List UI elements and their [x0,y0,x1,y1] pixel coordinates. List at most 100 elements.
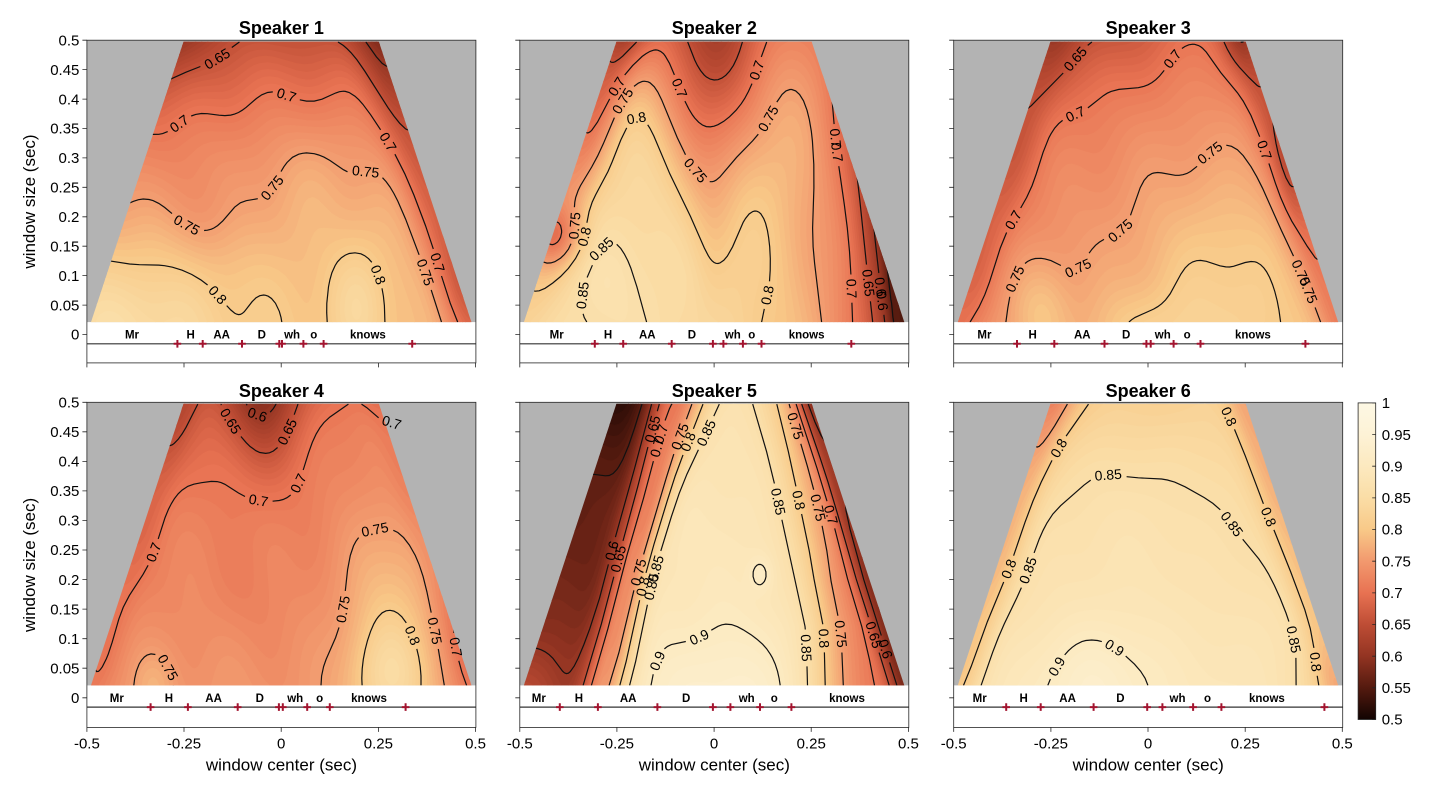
svg-text:-0.25: -0.25 [167,735,201,752]
svg-text:0.25: 0.25 [1231,735,1260,752]
svg-text:0.7: 0.7 [248,491,270,510]
svg-text:0.5: 0.5 [898,735,919,752]
svg-text:0.85: 0.85 [1283,625,1304,655]
svg-text:H: H [1028,330,1036,342]
svg-text:0.65: 0.65 [641,414,663,445]
svg-text:0.85: 0.85 [768,487,789,517]
svg-text:0.7: 0.7 [827,128,845,149]
svg-text:0.3: 0.3 [59,513,80,530]
svg-text:0.55: 0.55 [1382,680,1411,697]
svg-text:o: o [771,693,778,705]
svg-text:Mr: Mr [977,330,992,342]
svg-text:0: 0 [71,690,79,707]
svg-text:0.6: 0.6 [246,404,270,426]
svg-text:-0.5: -0.5 [507,735,533,752]
svg-text:D: D [258,330,266,342]
svg-text:-0.25: -0.25 [600,735,634,752]
svg-text:0.8: 0.8 [789,489,809,512]
svg-text:Speaker 5: Speaker 5 [672,381,757,401]
svg-text:0.8: 0.8 [1258,505,1280,529]
svg-text:0.85: 0.85 [640,571,662,601]
svg-text:AA: AA [213,330,230,342]
svg-text:H: H [165,693,173,705]
svg-text:0.05: 0.05 [50,297,79,314]
svg-text:o: o [1204,693,1211,705]
svg-text:D: D [256,693,264,705]
svg-text:0.5: 0.5 [465,735,486,752]
svg-text:0: 0 [277,735,285,752]
svg-text:D: D [1116,693,1124,705]
svg-text:AA: AA [1074,330,1091,342]
svg-text:0.95: 0.95 [1382,427,1411,444]
svg-text:window size (sec): window size (sec) [20,134,39,269]
svg-text:knows: knows [1249,693,1285,705]
svg-text:0.35: 0.35 [50,121,79,138]
svg-text:0.75: 0.75 [832,620,851,649]
svg-text:0.75: 0.75 [333,594,353,624]
svg-text:0.75: 0.75 [807,493,829,523]
svg-text:0.7: 0.7 [650,422,671,445]
svg-text:0.15: 0.15 [50,601,79,618]
svg-text:0.05: 0.05 [50,661,79,678]
svg-text:0.3: 0.3 [59,150,80,167]
svg-text:H: H [187,330,195,342]
svg-text:0: 0 [71,327,79,344]
svg-text:Speaker 2: Speaker 2 [672,18,757,38]
svg-text:Mr: Mr [125,330,140,342]
svg-text:0.7: 0.7 [647,436,668,459]
svg-text:Mr: Mr [532,693,547,705]
svg-text:0.5: 0.5 [1382,712,1403,729]
svg-text:0.75: 0.75 [351,162,380,181]
svg-text:0.8: 0.8 [677,430,699,454]
svg-text:0.8: 0.8 [816,628,833,648]
svg-text:wh: wh [286,693,303,705]
svg-text:0.6: 0.6 [873,290,891,311]
svg-text:0.75: 0.75 [1382,553,1411,570]
svg-text:Speaker 6: Speaker 6 [1106,381,1191,401]
svg-text:0.15: 0.15 [50,238,79,255]
svg-text:H: H [604,330,612,342]
svg-text:0.5: 0.5 [59,32,80,49]
svg-text:Speaker 1: Speaker 1 [239,18,324,38]
svg-text:0.9: 0.9 [687,626,712,649]
svg-text:0.4: 0.4 [59,454,80,471]
svg-text:window center (sec): window center (sec) [638,755,790,774]
svg-text:D: D [688,330,696,342]
svg-text:0.9: 0.9 [646,649,668,673]
svg-text:0.25: 0.25 [797,735,826,752]
svg-text:0.8: 0.8 [998,557,1020,581]
svg-text:AA: AA [620,693,637,705]
svg-text:0.1: 0.1 [59,631,80,648]
svg-text:wh: wh [283,330,300,342]
svg-text:1: 1 [1382,395,1390,412]
svg-text:0.5: 0.5 [1332,735,1353,752]
svg-text:0.4: 0.4 [59,91,80,108]
svg-text:0.8: 0.8 [625,108,647,127]
svg-text:0.75: 0.75 [360,519,390,540]
svg-text:0.1: 0.1 [59,268,80,285]
svg-text:0.7: 0.7 [843,279,860,299]
svg-text:0.6: 0.6 [875,637,896,660]
svg-text:0.85: 0.85 [573,281,592,310]
svg-text:o: o [316,693,323,705]
svg-text:0.8: 0.8 [574,225,594,248]
svg-text:wh: wh [1154,330,1171,342]
svg-text:0.7: 0.7 [143,540,165,564]
svg-text:0.35: 0.35 [50,483,79,500]
svg-text:o: o [1184,330,1191,342]
svg-text:0.85: 0.85 [1094,466,1123,484]
svg-text:0.85: 0.85 [644,553,667,584]
svg-text:0.85: 0.85 [1382,490,1411,507]
svg-text:window size (sec): window size (sec) [20,498,39,633]
svg-text:wh: wh [1169,693,1186,705]
svg-text:window center (sec): window center (sec) [205,755,357,774]
svg-text:0.25: 0.25 [364,735,393,752]
svg-text:0.8: 0.8 [1307,651,1325,672]
svg-text:0.6: 0.6 [1382,648,1403,665]
svg-text:0.8: 0.8 [1382,522,1403,539]
svg-text:0.75: 0.75 [425,616,446,646]
svg-text:H: H [575,693,583,705]
svg-text:0.7: 0.7 [1382,585,1403,602]
svg-text:o: o [748,330,755,342]
svg-text:0.7: 0.7 [427,251,448,274]
